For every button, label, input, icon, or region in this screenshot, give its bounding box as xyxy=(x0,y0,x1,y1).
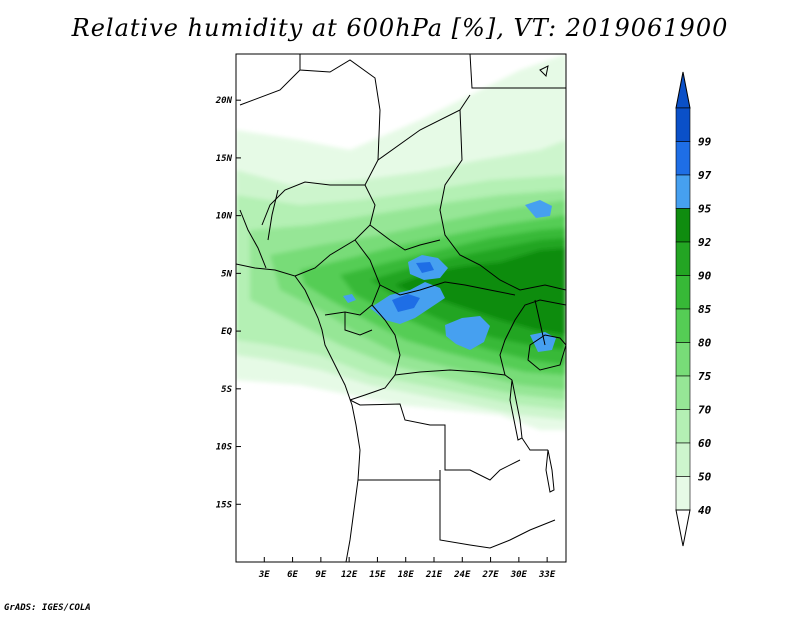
colorbar-swatch xyxy=(675,442,691,477)
map-figure: 20N 15N 10N 5N EQ 5S 10S 15S 3E 6E 9E 12E 15E 18E 21E… xyxy=(215,53,712,580)
border xyxy=(394,369,513,381)
lat-tick-label: 10S xyxy=(216,443,233,453)
lon-tick-label: 12E xyxy=(341,570,358,580)
border xyxy=(267,189,279,241)
lon-tick-label: 21E xyxy=(425,570,443,580)
colorbar-label: 60 xyxy=(698,437,712,450)
colorbar-swatch xyxy=(675,107,691,142)
lake-victoria xyxy=(527,334,566,371)
colorbar-swatch xyxy=(675,141,691,176)
border xyxy=(534,299,546,346)
colorbar-swatch xyxy=(675,409,691,444)
border xyxy=(439,109,566,291)
colorbar-label: 40 xyxy=(698,504,712,517)
colorbar-label: 70 xyxy=(698,404,712,417)
lat-tick-label: 15N xyxy=(216,154,233,164)
colorbar: 40 50 60 70 75 80 85 90 92 95 97 99 xyxy=(675,71,712,547)
colorbar-bottom-arrow xyxy=(675,509,691,547)
map-frame xyxy=(235,53,567,563)
border xyxy=(344,312,373,336)
colorbar-swatch xyxy=(675,476,691,511)
colorbar-label: 50 xyxy=(698,471,712,484)
lat-tick-label: EQ xyxy=(221,327,232,337)
border xyxy=(539,65,549,78)
colorbar-label: 80 xyxy=(698,337,712,350)
border xyxy=(377,94,471,161)
border xyxy=(521,437,548,451)
colorbar-label: 85 xyxy=(698,303,712,316)
map-title: Relative humidity at 600hPa [%], VT: 201… xyxy=(71,14,729,42)
lon-tick-label: 30E xyxy=(510,570,528,580)
grads-credit: GrADS: IGES/COLA xyxy=(4,603,91,613)
lon-tick-label: 15E xyxy=(369,570,386,580)
colorbar-swatch xyxy=(675,208,691,243)
rh-shade-97 xyxy=(416,262,434,273)
lon-tick-label: 3E xyxy=(258,570,270,580)
colorbar-swatch xyxy=(675,375,691,410)
colorbar-label: 90 xyxy=(698,270,712,283)
lon-tick-label: 24E xyxy=(453,570,471,580)
rh-shade-95 xyxy=(343,294,356,303)
colorbar-label: 92 xyxy=(698,236,712,249)
border xyxy=(369,224,441,251)
country-borders xyxy=(236,54,566,562)
lon-tick-label: 27E xyxy=(481,570,499,580)
latitude-axis: 20N 15N 10N 5N EQ 5S 10S 15S xyxy=(215,96,241,510)
border xyxy=(439,470,556,549)
colorbar-label: 97 xyxy=(698,169,712,182)
border xyxy=(379,281,516,296)
lat-tick-label: 10N xyxy=(216,212,233,222)
colorbar-label: 75 xyxy=(698,370,712,383)
border xyxy=(349,399,521,481)
colorbar-label: 99 xyxy=(698,136,712,149)
lon-tick-label: 18E xyxy=(398,570,415,580)
rh-shade-92 xyxy=(395,248,566,335)
longitude-axis: 3E 6E 9E 12E 15E 18E 21E 24E 27E 30E 33E xyxy=(258,557,556,580)
coastline xyxy=(236,263,361,562)
lake-malawi xyxy=(545,449,555,493)
lat-tick-label: 20N xyxy=(215,96,233,106)
rh-shade-95 xyxy=(445,316,490,350)
lat-tick-label: 5S xyxy=(221,385,232,395)
colorbar-label: 95 xyxy=(698,203,712,216)
colorbar-swatch xyxy=(675,174,691,209)
border xyxy=(349,304,401,401)
colorbar-top-arrow xyxy=(675,71,691,109)
rh-shade-95 xyxy=(525,200,552,218)
colorbar-swatch xyxy=(675,308,691,343)
lon-tick-label: 6E xyxy=(287,570,298,580)
border xyxy=(239,209,267,269)
rh-shade-97 xyxy=(392,294,420,312)
lake-tanganyika xyxy=(509,379,523,441)
humidity-field xyxy=(236,54,566,430)
rh-shade-95 xyxy=(530,332,556,352)
coastline xyxy=(469,54,566,89)
lon-tick-label: 33E xyxy=(538,570,556,580)
lon-tick-label: 9E xyxy=(315,570,326,580)
lat-tick-label: 5N xyxy=(221,269,232,279)
lat-tick-label: 15S xyxy=(216,500,233,510)
colorbar-swatch xyxy=(675,275,691,310)
border xyxy=(499,299,566,376)
border xyxy=(239,69,301,106)
colorbar-swatch xyxy=(675,342,691,377)
colorbar-swatch xyxy=(675,241,691,276)
